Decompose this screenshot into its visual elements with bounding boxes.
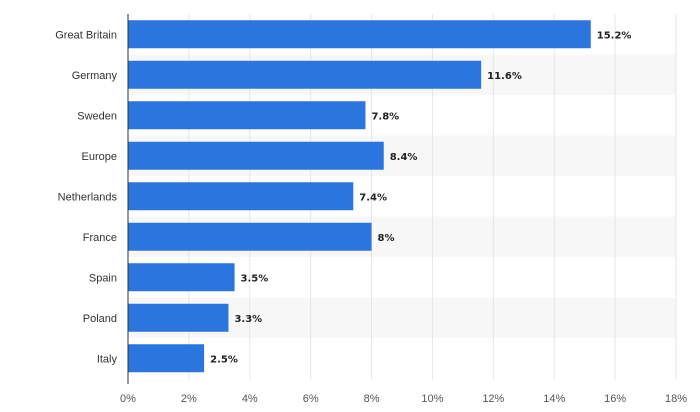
bar [128,101,366,130]
value-label: 3.3% [234,314,262,325]
category-label: Germany [72,70,118,82]
x-tick-label: 10% [421,393,443,405]
value-label: 3.5% [241,273,269,284]
category-label: Sweden [77,110,117,122]
bars [128,20,591,373]
x-tick-label: 12% [482,393,504,405]
x-tick-label: 18% [665,393,687,405]
value-label: 8.4% [390,152,418,163]
x-tick-label: 6% [303,393,319,405]
bar [128,222,372,251]
value-label: 11.6% [487,71,522,82]
value-label: 15.2% [597,30,632,41]
x-tick-label: 16% [604,393,626,405]
value-label: 7.8% [371,111,399,122]
bar [128,20,591,49]
x-tick-label: 4% [242,393,258,405]
value-labels: 15.2% 11.6% 7.8% 8.4% 7.4% 8% 3.5% 3.3% 2.5% [210,30,631,365]
category-label: Poland [83,313,117,325]
category-labels: Great Britain Germany Sweden Europe Netherla… [55,29,117,365]
bar [128,344,205,373]
x-tick-label: 2% [181,393,197,405]
bar [128,263,235,292]
bar [128,303,229,332]
x-axis-ticks: 0% 2% 4% 6% 8% 10% 12% 14% 16% 18% [120,393,687,405]
value-label: 2.5% [210,354,238,365]
category-label: Netherlands [58,191,118,203]
x-tick-label: 8% [364,393,380,405]
bar [128,182,354,211]
category-label: Spain [89,272,117,284]
value-label: 7.4% [359,192,387,203]
category-label: Italy [97,353,118,365]
x-tick-label: 14% [543,393,565,405]
x-tick-label: 0% [120,393,136,405]
category-label: France [83,232,117,244]
category-label: Great Britain [55,29,117,41]
value-label: 8% [378,233,395,244]
bar [128,60,482,89]
bar [128,141,384,170]
category-label: Europe [82,151,117,163]
